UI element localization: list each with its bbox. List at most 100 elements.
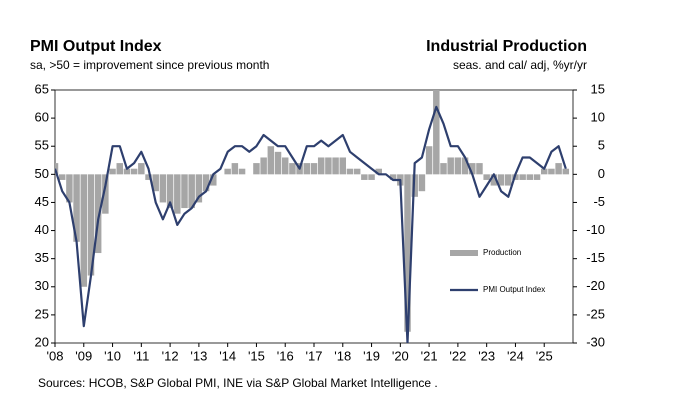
y2-tick-label: -10	[586, 222, 605, 237]
bar	[490, 174, 498, 186]
bar	[404, 174, 411, 332]
bar	[123, 168, 131, 175]
bar	[281, 157, 289, 175]
bar	[476, 163, 483, 175]
legend-label: PMI Output Index	[483, 285, 545, 294]
bar	[447, 157, 454, 175]
chart-title: PMI Output Index	[30, 38, 162, 55]
bar	[310, 163, 318, 175]
y2-tick-label: 0	[598, 166, 605, 181]
bar	[66, 174, 73, 203]
y2-tick-label: 15	[591, 81, 605, 96]
x-tick-label: '15	[248, 348, 265, 363]
bar	[303, 163, 311, 175]
bar	[353, 168, 361, 175]
y2-tick-label: 5	[598, 138, 605, 153]
bar	[461, 157, 469, 175]
y-tick-label: 60	[35, 110, 49, 125]
bar	[497, 174, 505, 186]
bar	[138, 163, 145, 175]
y2-tick-label: 10	[591, 110, 605, 125]
y-tick-label: 40	[35, 222, 49, 237]
y2-tick-label: -30	[586, 334, 605, 349]
x-tick-label: '09	[75, 348, 92, 363]
bar	[533, 174, 541, 180]
bar	[109, 168, 116, 175]
bar	[58, 174, 66, 180]
bar	[526, 174, 534, 180]
x-tick-label: '19	[363, 348, 380, 363]
bar	[289, 163, 296, 175]
bar	[425, 146, 433, 175]
x-tick-label: '08	[47, 348, 64, 363]
y2-tick-label: -25	[586, 306, 605, 321]
pmi-line	[55, 105, 567, 343]
bar	[317, 157, 325, 175]
y-tick-label: 35	[35, 250, 49, 265]
bar	[202, 174, 210, 192]
y2-tick-label: -15	[586, 250, 605, 265]
x-tick-label: '14	[219, 348, 236, 363]
x-tick-label: '22	[449, 348, 466, 363]
source-note: Sources: HCOB, S&P Global PMI, INE via S…	[38, 376, 438, 390]
chart-subtitle: sa, >50 = improvement since previous mon…	[30, 58, 269, 72]
bar	[519, 174, 526, 180]
bar	[55, 163, 59, 175]
y-tick-label: 65	[35, 81, 49, 96]
bar	[188, 174, 195, 209]
x-tick-label: '20	[392, 348, 409, 363]
x-tick-label: '24	[507, 348, 524, 363]
bar	[548, 168, 555, 175]
bar	[260, 157, 267, 175]
bar	[238, 168, 246, 175]
y2-tick-label: -20	[586, 278, 605, 293]
bar	[339, 157, 347, 175]
legend-swatch	[450, 250, 478, 256]
bar	[332, 157, 339, 175]
right-subtitle: seas. and cal/ adj, %yr/yr	[453, 58, 587, 72]
bar	[505, 174, 512, 186]
y-tick-label: 50	[35, 166, 49, 181]
bar	[389, 174, 397, 180]
bar	[274, 151, 282, 175]
bar	[166, 174, 174, 209]
bar	[325, 157, 332, 175]
x-tick-label: '10	[104, 348, 121, 363]
bar	[454, 157, 462, 175]
x-tick-label: '18	[334, 348, 351, 363]
x-tick-label: '17	[306, 348, 323, 363]
bar	[145, 174, 152, 180]
right-title: Industrial Production	[426, 38, 587, 55]
bar	[253, 163, 260, 175]
x-tick-label: '23	[478, 348, 495, 363]
bar	[87, 174, 95, 276]
bar	[483, 174, 490, 180]
bar	[159, 174, 167, 203]
x-tick-label: '21	[421, 348, 438, 363]
bar	[80, 174, 88, 287]
bar	[130, 168, 138, 175]
bar	[116, 163, 123, 175]
bar	[174, 174, 181, 214]
bar	[540, 168, 548, 175]
bar	[210, 174, 217, 186]
bar	[224, 168, 231, 175]
x-tick-label: '25	[536, 348, 553, 363]
bar	[361, 174, 368, 180]
bar	[73, 174, 80, 242]
bar	[195, 174, 203, 203]
x-tick-label: '12	[162, 348, 179, 363]
x-tick-label: '16	[277, 348, 294, 363]
y-tick-label: 30	[35, 278, 49, 293]
bar	[94, 174, 102, 254]
bar	[152, 174, 159, 192]
bar	[440, 163, 447, 175]
bar	[231, 163, 239, 175]
x-tick-label: '13	[190, 348, 207, 363]
bar	[418, 174, 426, 192]
bar	[181, 174, 188, 209]
y2-tick-label: -5	[593, 194, 605, 209]
bar	[433, 90, 440, 175]
bar	[375, 168, 382, 175]
